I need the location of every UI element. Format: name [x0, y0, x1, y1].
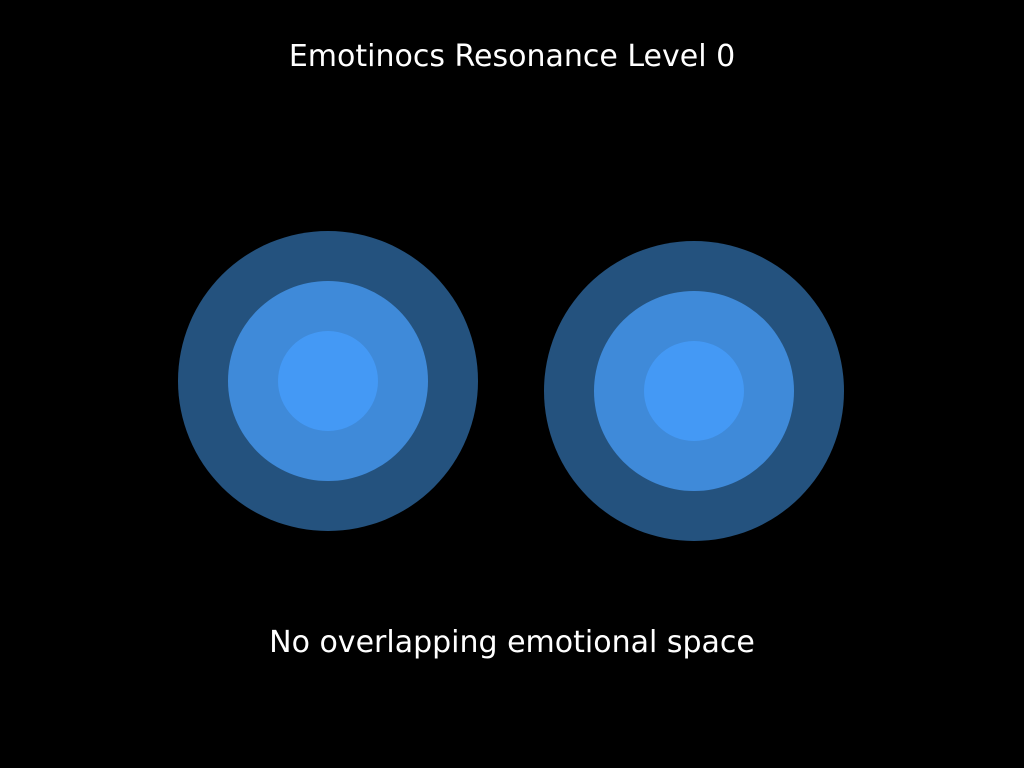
right-inner-core [644, 341, 744, 441]
diagram-title: Emotinocs Resonance Level 0 [288, 39, 736, 74]
left-entity [178, 231, 478, 531]
right-entity [544, 241, 844, 541]
left-inner-core [278, 331, 378, 431]
diagram-caption: No overlapping emotional space [269, 625, 755, 660]
